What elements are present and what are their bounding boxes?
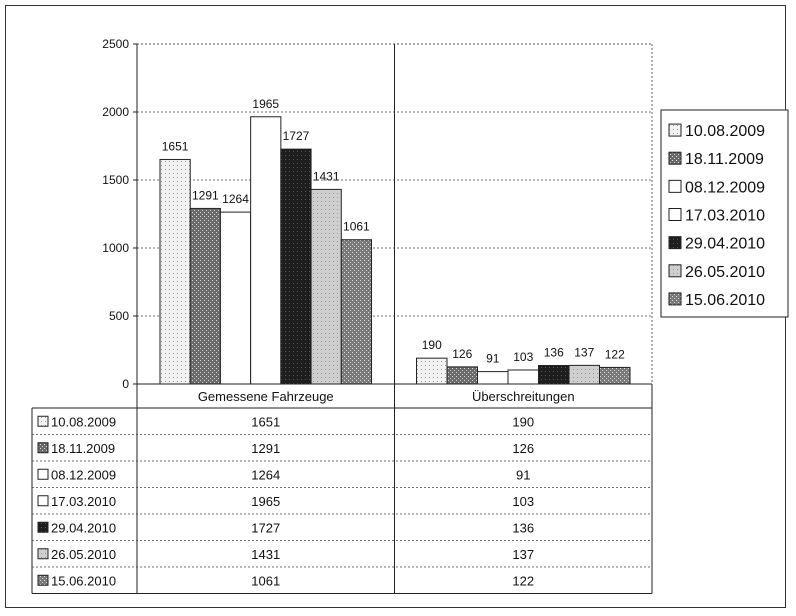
legend-label: 17.03.2010 (685, 208, 765, 225)
bar (310, 188, 342, 385)
y-tick-label: 0 (122, 377, 129, 391)
table-row-label: 08.12.2009 (51, 467, 116, 482)
table-legend-key (37, 415, 49, 427)
table-cell-value: 126 (512, 441, 534, 456)
y-tick-label: 2000 (102, 105, 129, 119)
bar (416, 357, 448, 385)
legend-label: 26.05.2010 (685, 264, 765, 281)
data-label: 122 (605, 347, 625, 361)
legend-key (668, 151, 682, 165)
legend-key (668, 236, 682, 250)
x-category-label: Überschreitungen (472, 389, 575, 404)
bar (568, 364, 600, 385)
bars (159, 116, 631, 385)
table-cell-value: 1431 (251, 547, 280, 562)
table-legend-key (37, 495, 49, 507)
data-label: 1965 (252, 97, 279, 111)
legend-box (660, 109, 789, 318)
legend-label: 08.12.2009 (685, 179, 765, 196)
table-row-label: 15.06.2010 (51, 573, 116, 588)
table-legend-key (37, 548, 49, 560)
data-label: 126 (452, 347, 472, 361)
legend-label: 29.04.2010 (685, 236, 765, 253)
table-cell-value: 1727 (251, 520, 280, 535)
bar (340, 239, 372, 385)
table-legend-key (37, 521, 49, 533)
y-tick-label: 1000 (102, 241, 129, 255)
table-row-label: 17.03.2010 (51, 494, 116, 509)
table-legend-key (37, 468, 49, 480)
table-cell-value: 136 (512, 520, 534, 535)
table-row-label: 18.11.2009 (51, 441, 115, 456)
bar (189, 207, 221, 385)
data-label: 1061 (343, 220, 370, 234)
legend-label: 15.06.2010 (685, 292, 765, 309)
bar (159, 158, 191, 385)
data-label: 137 (574, 345, 594, 359)
legend-key (668, 264, 682, 278)
data-label: 91 (486, 352, 500, 366)
bar (507, 369, 539, 385)
data-label: 1431 (313, 169, 340, 183)
legend-label: 10.08.2009 (685, 123, 765, 140)
table-cell-value: 190 (512, 414, 534, 429)
bar (250, 116, 282, 385)
table-cell-value: 1651 (251, 414, 280, 429)
data-label: 190 (422, 338, 442, 352)
legend-key (668, 179, 682, 193)
legend-label: 18.11.2009 (685, 151, 764, 168)
table-row-label: 26.05.2010 (51, 547, 116, 562)
data-label: 1727 (283, 129, 310, 143)
data-label: 103 (513, 350, 533, 364)
table-cell-value: 1061 (251, 573, 280, 588)
data-table: Gemessene Fahrzeuge Überschreitungen 10.08… (31, 383, 653, 594)
bar (446, 366, 478, 385)
y-axis: 0 500 1000 1500 2000 2500 (102, 37, 395, 391)
y-tick-label: 1500 (102, 173, 129, 187)
bar (280, 148, 312, 385)
bar (477, 371, 509, 385)
legend: 10.08.2009 18.11.2009 08.12.2009 17.03.2010… (660, 109, 789, 318)
bar (538, 365, 570, 385)
data-label: 1264 (222, 192, 249, 206)
table-cell-value: 91 (516, 467, 530, 482)
table-cell-value: 122 (512, 573, 534, 588)
legend-key (668, 292, 682, 306)
bar (219, 211, 252, 385)
table-cell-value: 1291 (251, 441, 280, 456)
data-label: 1651 (162, 139, 189, 153)
legend-key (668, 123, 682, 137)
table-row-label: 10.08.2009 (51, 414, 116, 429)
data-label: 1291 (192, 188, 219, 202)
table-row-label: 29.04.2010 (51, 520, 116, 535)
table-legend-key (37, 442, 49, 454)
table-cell-value: 1264 (251, 467, 280, 482)
x-category-label: Gemessene Fahrzeuge (198, 389, 334, 404)
bar (599, 366, 631, 385)
table-cell-value: 103 (512, 494, 534, 509)
table-cell-value: 1965 (251, 494, 280, 509)
data-labels: 1651 1291 1264 1965 1727 1431 1061 190 126 91 103 1… (162, 97, 625, 366)
table-cell-value: 137 (512, 547, 534, 562)
legend-key (668, 208, 682, 221)
data-label: 136 (544, 346, 564, 360)
y-tick-label: 500 (109, 309, 129, 323)
table-legend-key (37, 574, 49, 586)
y-tick-label: 2500 (102, 37, 129, 51)
